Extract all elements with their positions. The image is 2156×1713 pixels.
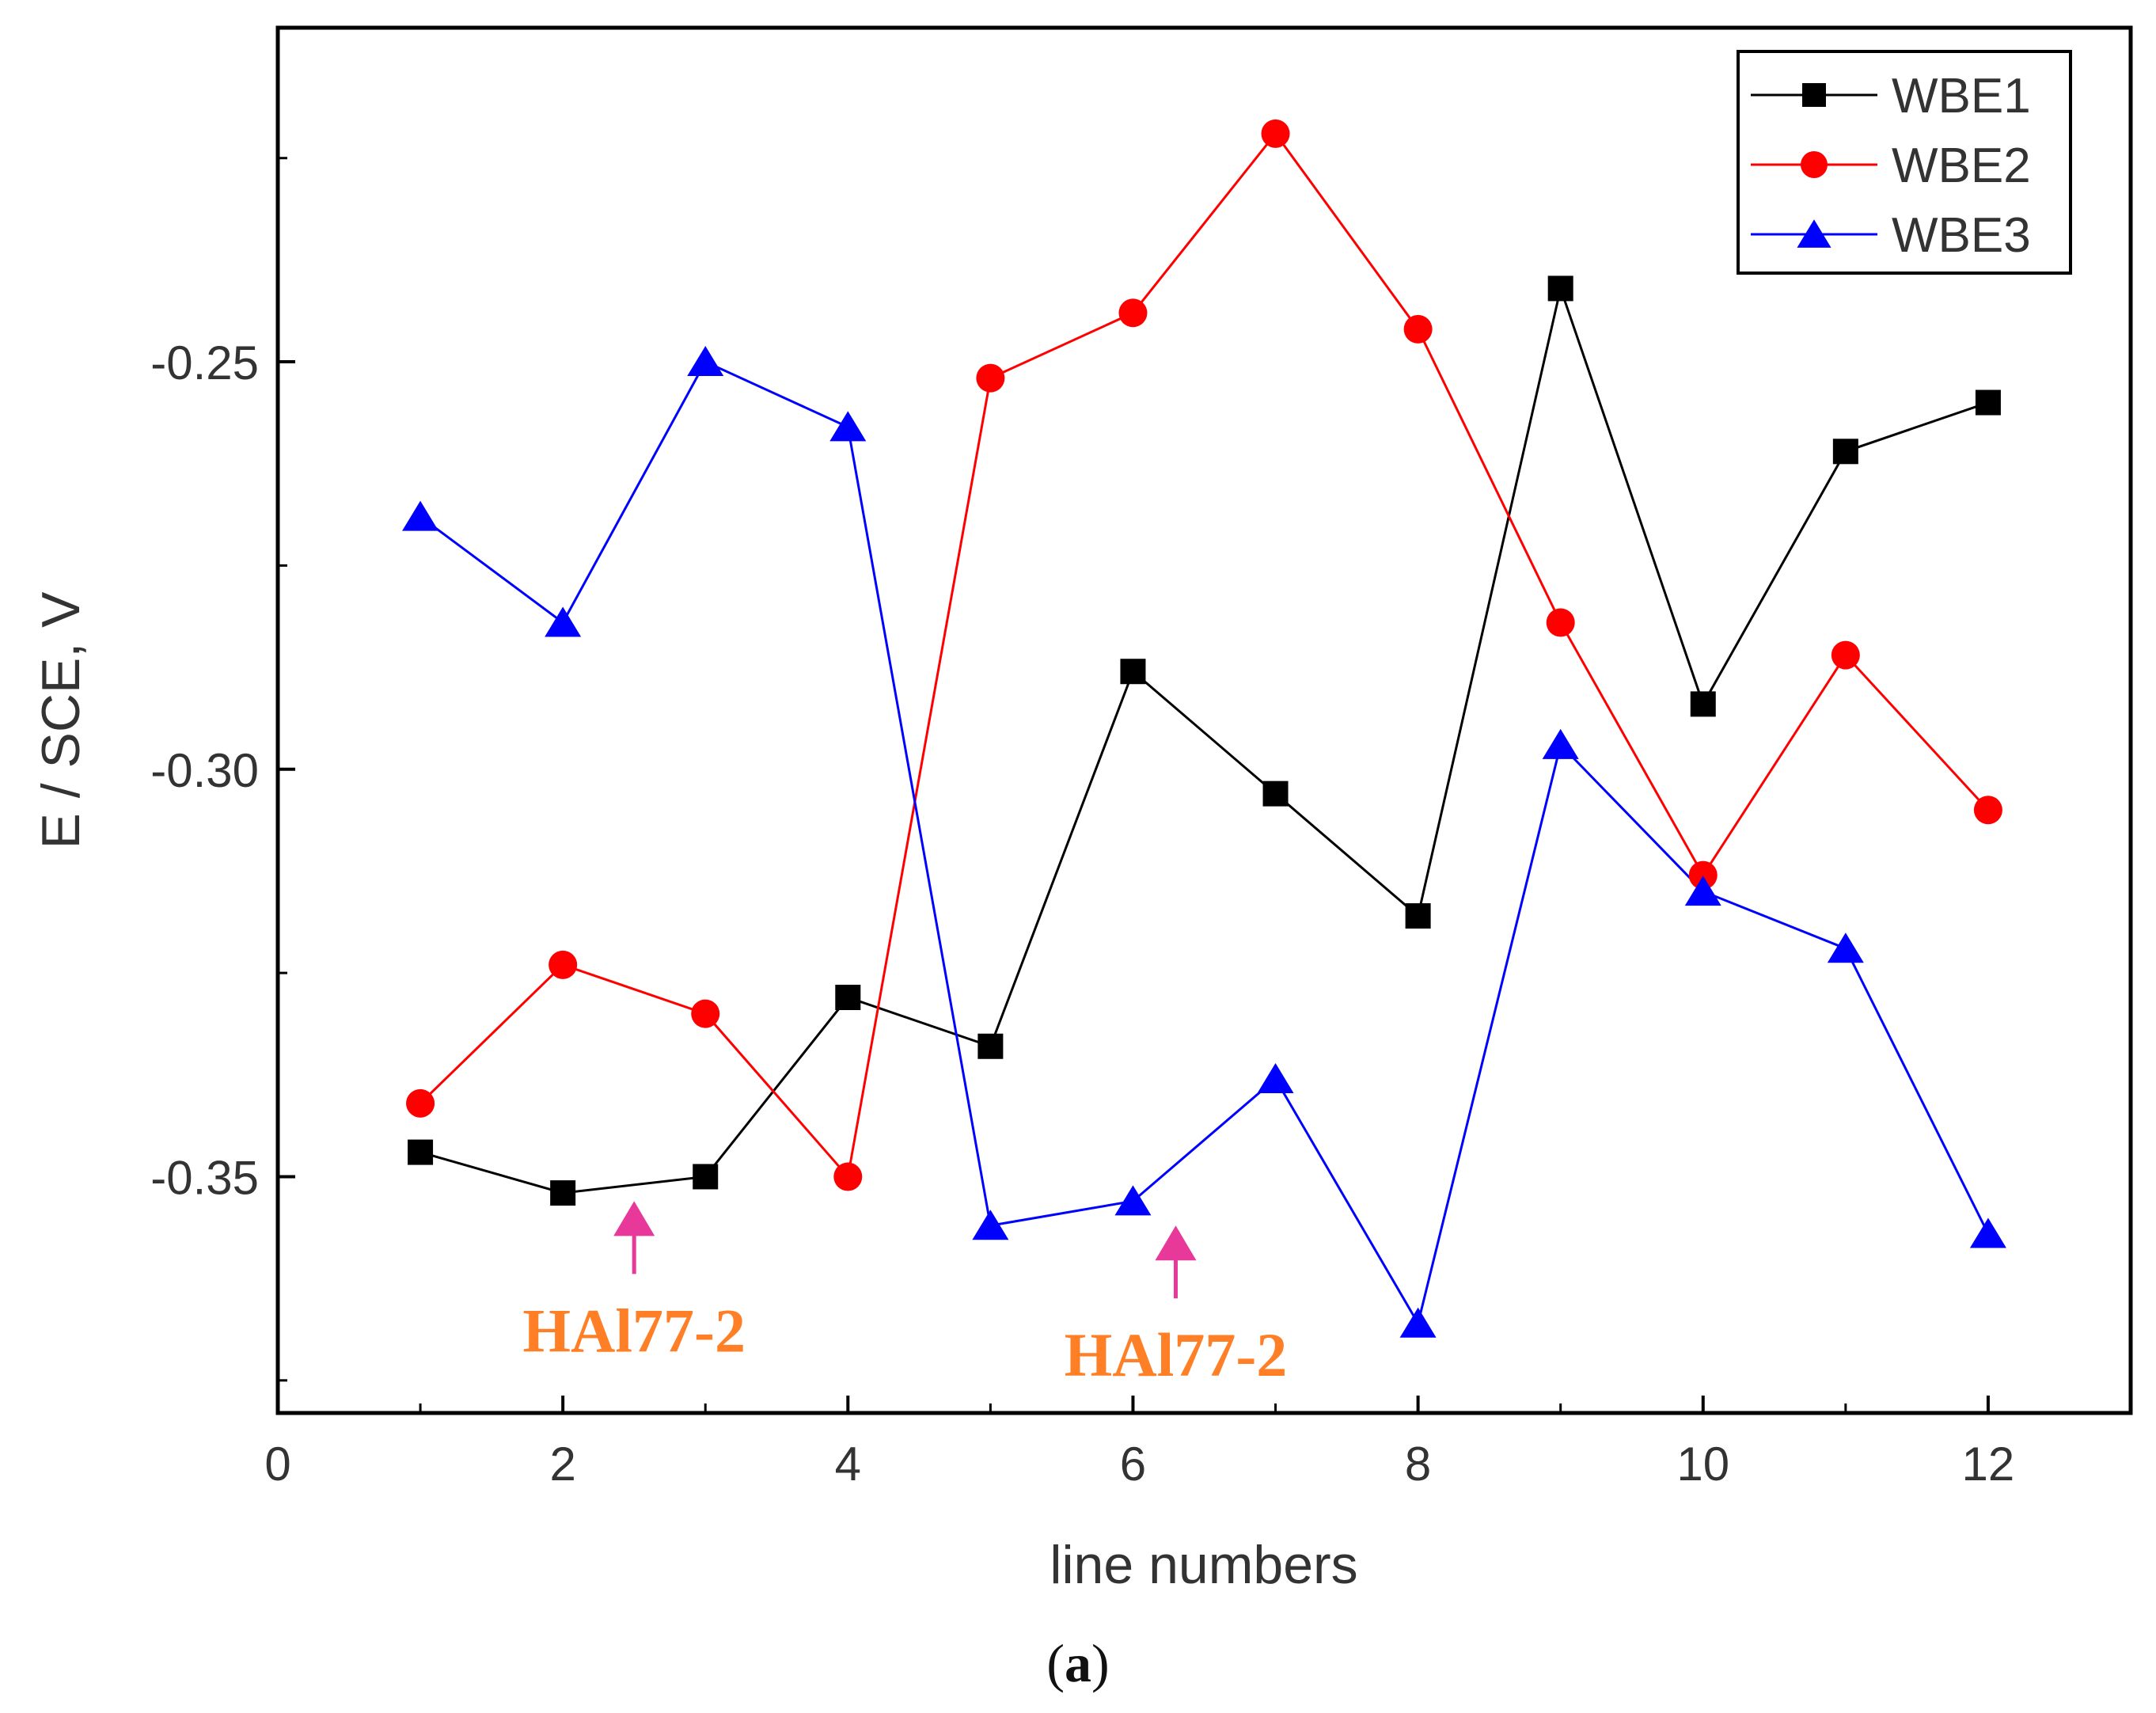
data-point-wbe1 <box>1975 389 2001 416</box>
x-tick-label: 2 <box>549 1438 575 1491</box>
data-point-wbe2 <box>548 950 578 979</box>
data-point-wbe2 <box>1546 608 1575 637</box>
data-point-wbe1 <box>1120 659 1146 685</box>
data-point-wbe3 <box>1684 875 1721 906</box>
data-point-wbe1 <box>550 1180 576 1206</box>
x-tick-label: 4 <box>835 1438 861 1491</box>
legend-box <box>1737 50 2072 275</box>
y-tick-label: -0.35 <box>150 1151 259 1204</box>
y-tick-label: -0.30 <box>150 744 259 797</box>
caption-letter: a <box>1065 1633 1091 1693</box>
data-point-wbe1 <box>1547 275 1573 302</box>
data-point-wbe1 <box>1690 691 1716 717</box>
data-point-wbe1 <box>408 1139 434 1165</box>
data-point-wbe1 <box>693 1164 719 1190</box>
data-point-wbe2 <box>1118 298 1148 328</box>
data-point-wbe3 <box>829 411 867 442</box>
data-point-wbe1 <box>1405 903 1431 929</box>
series-line-wbe1 <box>419 283 1989 1195</box>
data-point-wbe3 <box>402 500 439 531</box>
data-point-wbe3 <box>1827 932 1864 963</box>
series-line-wbe3 <box>419 360 1990 1327</box>
legend-label-wbe2: WBE2 <box>1892 139 2031 193</box>
data-point-wbe1 <box>1832 439 1858 465</box>
data-point-wbe3 <box>545 606 582 637</box>
data-point-wbe1 <box>835 985 861 1010</box>
legend-marker-wbe3 <box>1797 219 1831 248</box>
annotation-arrow-head <box>613 1201 655 1236</box>
data-point-wbe2 <box>691 999 720 1028</box>
data-point-wbe3 <box>1257 1062 1294 1093</box>
data-point-wbe2 <box>976 363 1005 393</box>
x-tick-label: 6 <box>1120 1438 1146 1491</box>
data-point-wbe3 <box>687 346 724 377</box>
data-point-wbe2 <box>1688 860 1718 890</box>
annotation-label: HAl77-2 <box>1065 1320 1288 1389</box>
legend-marker-wbe1 <box>1802 83 1826 107</box>
data-point-wbe2 <box>1973 796 2002 825</box>
y-axis-title: E / SCE, V <box>31 591 91 849</box>
data-point-wbe1 <box>977 1033 1004 1059</box>
plot-frame <box>275 25 2133 1415</box>
annotation-label: HAl77-2 <box>522 1296 746 1365</box>
series-line-wbe2 <box>419 131 1990 1179</box>
data-point-wbe3 <box>1399 1307 1437 1338</box>
data-point-wbe2 <box>1261 119 1290 148</box>
data-point-wbe1 <box>1262 781 1289 807</box>
data-point-wbe3 <box>1542 728 1579 759</box>
data-point-wbe3 <box>972 1210 1009 1240</box>
legend-label-wbe1: WBE1 <box>1892 69 2031 123</box>
data-point-wbe3 <box>1969 1217 2006 1248</box>
data-point-wbe2 <box>1403 314 1433 344</box>
x-tick-label: 12 <box>1962 1438 2015 1491</box>
x-tick-label: 0 <box>264 1438 290 1491</box>
annotation-arrow-head <box>1155 1225 1197 1261</box>
legend-marker-wbe2 <box>1801 151 1828 178</box>
data-point-wbe2 <box>833 1162 863 1191</box>
data-point-wbe2 <box>406 1088 435 1118</box>
data-point-wbe3 <box>1114 1185 1152 1216</box>
x-axis-title: line numbers <box>1050 1535 1357 1595</box>
x-tick-label: 8 <box>1405 1438 1431 1491</box>
figure-caption: (a) <box>1046 1633 1109 1693</box>
y-tick-label: -0.25 <box>150 336 259 389</box>
x-tick-label: 10 <box>1676 1438 1729 1491</box>
legend-label-wbe3: WBE3 <box>1892 208 2031 263</box>
data-point-wbe2 <box>1831 640 1860 670</box>
